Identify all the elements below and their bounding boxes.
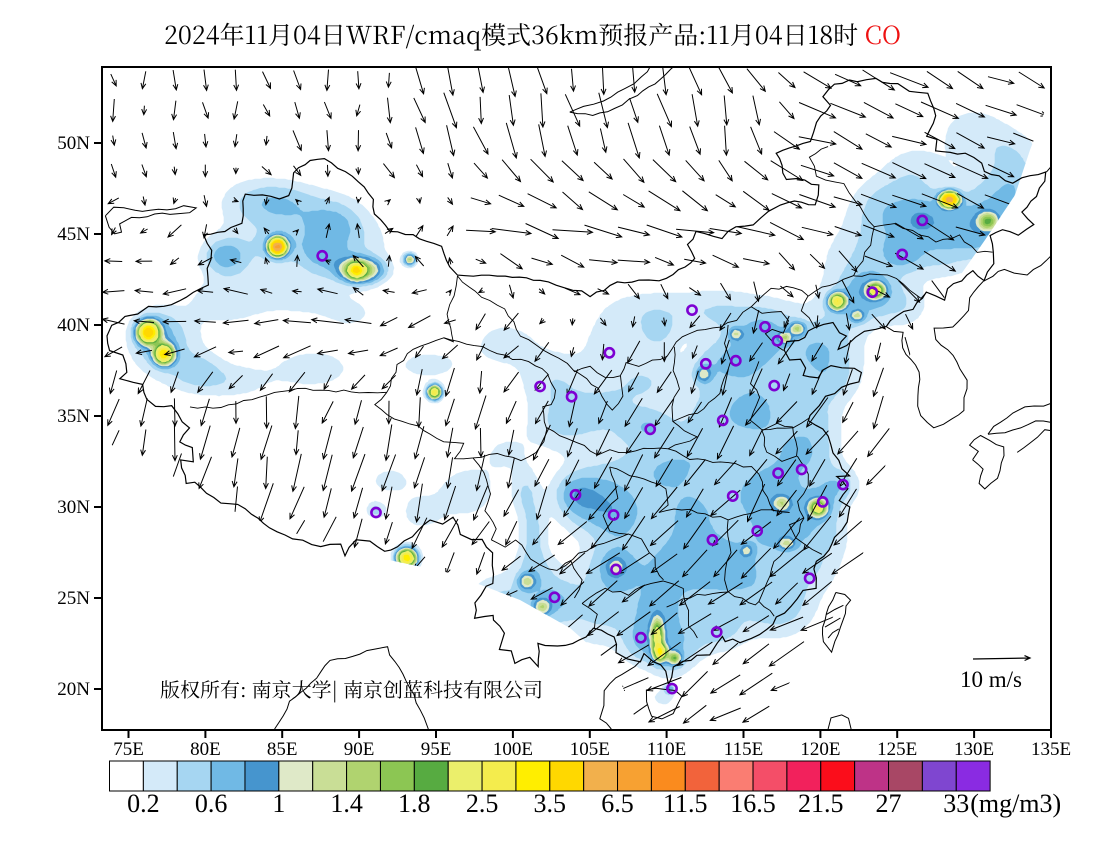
svg-text:125E: 125E	[877, 739, 917, 760]
svg-text:90E: 90E	[344, 739, 375, 760]
svg-text:115E: 115E	[724, 739, 763, 760]
svg-text:11.5: 11.5	[663, 789, 708, 818]
svg-text:75E: 75E	[113, 739, 144, 760]
svg-text:10 m/s: 10 m/s	[960, 667, 1022, 692]
svg-text:130E: 130E	[954, 739, 994, 760]
svg-text:85E: 85E	[267, 739, 298, 760]
svg-text:50N: 50N	[57, 133, 90, 154]
svg-text:25N: 25N	[57, 588, 90, 609]
svg-text:35N: 35N	[57, 406, 90, 427]
svg-text:21.5: 21.5	[798, 789, 844, 818]
svg-text:20N: 20N	[57, 679, 90, 700]
svg-text:1.8: 1.8	[398, 789, 431, 818]
svg-text:95E: 95E	[421, 739, 452, 760]
svg-text:40N: 40N	[57, 315, 90, 336]
svg-text:120E: 120E	[800, 739, 840, 760]
svg-text:16.5: 16.5	[730, 789, 776, 818]
svg-text:105E: 105E	[570, 739, 610, 760]
svg-text:135E: 135E	[1031, 739, 1071, 760]
svg-text:6.5: 6.5	[601, 789, 634, 818]
svg-text:45N: 45N	[57, 224, 90, 245]
svg-text:80E: 80E	[190, 739, 221, 760]
svg-text:0.6: 0.6	[195, 789, 228, 818]
svg-text:1: 1	[272, 789, 285, 818]
svg-text:110E: 110E	[647, 739, 686, 760]
svg-text:(mg/m3): (mg/m3)	[970, 789, 1061, 818]
svg-text:0.2: 0.2	[127, 789, 160, 818]
svg-text:27: 27	[876, 789, 902, 818]
svg-text:3.5: 3.5	[534, 789, 567, 818]
svg-text:30N: 30N	[57, 497, 90, 518]
svg-text:1.4: 1.4	[330, 789, 363, 818]
svg-text:2.5: 2.5	[466, 789, 499, 818]
svg-text:100E: 100E	[493, 739, 533, 760]
svg-text:33: 33	[943, 789, 969, 818]
